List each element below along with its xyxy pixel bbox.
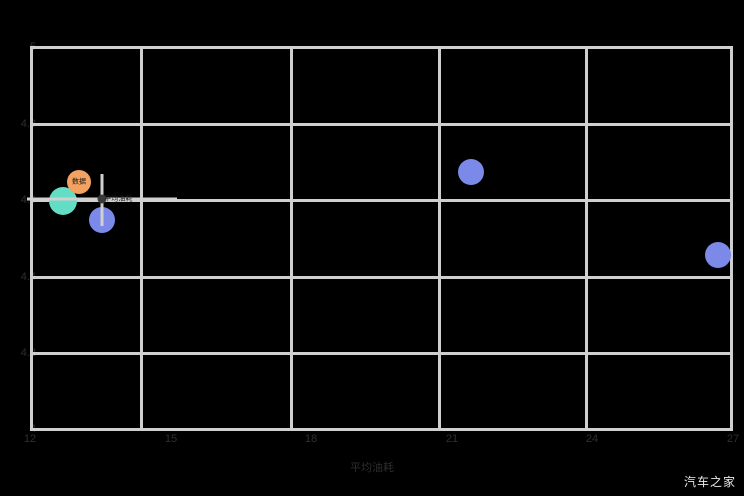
gridline-vertical [30, 47, 33, 429]
gridline-horizontal [30, 428, 733, 431]
gridline-vertical [730, 47, 733, 429]
y-tick-label: 4.4 [20, 271, 36, 283]
gridline-horizontal [30, 46, 733, 49]
x-tick-label: 18 [304, 433, 318, 445]
y-tick-label: 4.2 [20, 347, 36, 359]
x-tick-label: 27 [726, 433, 740, 445]
gridline-horizontal [30, 352, 733, 355]
gridline-vertical [438, 47, 441, 429]
watermark-logo: 汽车之家 [683, 475, 736, 489]
x-tick-label: 21 [445, 433, 459, 445]
x-tick-label: 15 [164, 433, 178, 445]
gridline-horizontal [30, 123, 733, 126]
x-axis-title: 平均油耗 [350, 462, 394, 474]
gridline-horizontal [30, 199, 733, 202]
point-orange-label: 数据 [72, 178, 86, 186]
plot-area: 数据 平均油耗 [27, 46, 733, 431]
crosshair-tooltip-text: 平均油耗 [104, 195, 133, 203]
point-orange[interactable] [67, 170, 91, 195]
gridline-vertical [585, 47, 588, 429]
y-tick-label: 4.8 [20, 118, 36, 130]
point-blue-mid[interactable] [458, 158, 484, 185]
x-tick-label: 12 [23, 433, 37, 445]
crosshair-center-dot[interactable] [97, 194, 107, 204]
gridline-vertical [140, 47, 143, 429]
gridline-horizontal [30, 276, 733, 279]
gridline-vertical [290, 47, 293, 429]
point-blue-right[interactable] [705, 241, 732, 268]
x-tick-label: 24 [585, 433, 599, 445]
